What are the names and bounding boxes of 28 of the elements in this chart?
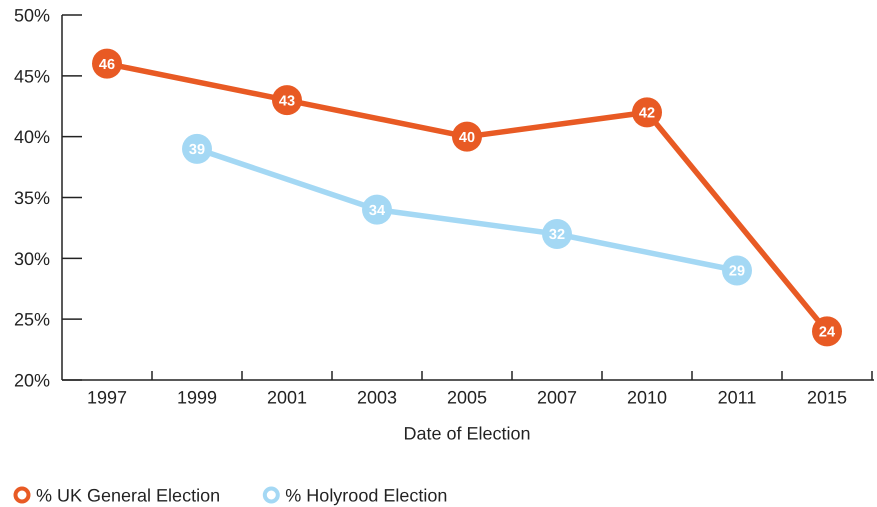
- y-tick-label: 35%: [14, 188, 50, 208]
- data-label: 42: [638, 106, 656, 122]
- data-label: 32: [548, 227, 566, 244]
- data-label: 34: [368, 202, 386, 219]
- x-tick-label: 2003: [356, 387, 398, 408]
- y-tick-label: 25%: [14, 310, 50, 330]
- x-tick-label: 2001: [266, 387, 308, 408]
- x-tick-label: 2011: [718, 387, 756, 408]
- data-label: 29: [728, 264, 746, 280]
- data-label: 46: [98, 56, 116, 73]
- y-tick-label: 20%: [14, 370, 50, 390]
- data-label: 39: [188, 142, 206, 158]
- y-tick-label: 50%: [14, 5, 50, 26]
- data-label: 43: [278, 93, 296, 110]
- x-tick-label: 2005: [446, 387, 488, 408]
- legend-label: % Holyrood Election: [285, 485, 448, 506]
- x-tick-label: 2010: [626, 387, 668, 408]
- data-label: 40: [458, 130, 476, 146]
- y-tick-label: 40%: [14, 127, 50, 148]
- x-tick-label: 2007: [536, 387, 578, 408]
- legend-label: % UK General Election: [36, 485, 220, 506]
- x-tick-label: 1999: [176, 387, 218, 408]
- y-tick-label: 30%: [14, 248, 50, 269]
- x-tick-label: 1997: [86, 387, 128, 408]
- x-tick-label: 2015: [806, 387, 848, 408]
- y-tick-label: 45%: [14, 66, 50, 86]
- data-label: 24: [818, 324, 836, 341]
- x-axis-title: Date of Election: [403, 423, 531, 444]
